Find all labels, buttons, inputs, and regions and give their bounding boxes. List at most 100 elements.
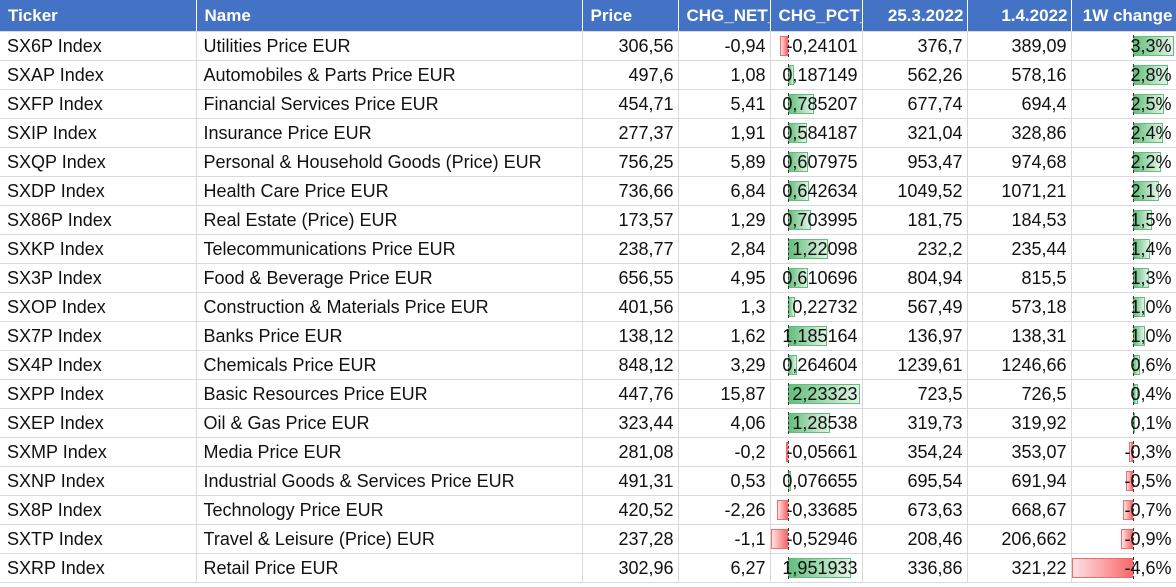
- header-price[interactable]: Price: [582, 0, 679, 32]
- cell-date-25-3[interactable]: 953,47: [862, 147, 968, 177]
- cell-date-1-4[interactable]: 206,662: [967, 524, 1072, 554]
- cell-date-25-3[interactable]: 376,7: [862, 31, 968, 61]
- cell-chg-net[interactable]: 1,29: [678, 205, 771, 235]
- cell-date-1-4[interactable]: 319,92: [967, 408, 1072, 438]
- cell-ticker[interactable]: SXPP Index: [0, 379, 197, 409]
- cell-price[interactable]: 277,37: [582, 118, 679, 148]
- cell-name[interactable]: Chemicals Price EUR: [196, 350, 583, 380]
- cell-name[interactable]: Automobiles & Parts Price EUR: [196, 60, 583, 90]
- cell-date-25-3[interactable]: 232,2: [862, 234, 968, 264]
- cell-name[interactable]: Construction & Materials Price EUR: [196, 292, 583, 322]
- cell-date-25-3[interactable]: 354,24: [862, 437, 968, 467]
- cell-price[interactable]: 302,96: [582, 553, 679, 583]
- cell-date-1-4[interactable]: 235,44: [967, 234, 1072, 264]
- cell-chg-net[interactable]: 0,53: [678, 466, 771, 496]
- cell-price[interactable]: 237,28: [582, 524, 679, 554]
- cell-price[interactable]: 306,56: [582, 31, 679, 61]
- cell-name[interactable]: Media Price EUR: [196, 437, 583, 467]
- cell-date-1-4[interactable]: 184,53: [967, 205, 1072, 235]
- cell-price[interactable]: 848,12: [582, 350, 679, 380]
- cell-price[interactable]: 173,57: [582, 205, 679, 235]
- cell-chg-net[interactable]: 6,27: [678, 553, 771, 583]
- cell-date-25-3[interactable]: 804,94: [862, 263, 968, 293]
- cell-name[interactable]: Industrial Goods & Services Price EUR: [196, 466, 583, 496]
- cell-ticker[interactable]: SXTP Index: [0, 524, 197, 554]
- cell-chg-pct[interactable]: 0,642634: [770, 176, 863, 206]
- cell-1w-change[interactable]: 1,3%: [1071, 263, 1176, 293]
- cell-ticker[interactable]: SX7P Index: [0, 321, 197, 351]
- cell-name[interactable]: Banks Price EUR: [196, 321, 583, 351]
- header-1w-change[interactable]: 1W change: [1071, 0, 1176, 32]
- cell-chg-pct[interactable]: 1,185164: [770, 321, 863, 351]
- cell-1w-change[interactable]: 0,1%: [1071, 408, 1176, 438]
- cell-ticker[interactable]: SXIP Index: [0, 118, 197, 148]
- cell-chg-net[interactable]: -0,94: [678, 31, 771, 61]
- cell-date-25-3[interactable]: 1049,52: [862, 176, 968, 206]
- cell-chg-pct[interactable]: 0,607975: [770, 147, 863, 177]
- cell-name[interactable]: Retail Price EUR: [196, 553, 583, 583]
- cell-price[interactable]: 420,52: [582, 495, 679, 525]
- cell-date-1-4[interactable]: 726,5: [967, 379, 1072, 409]
- cell-name[interactable]: Travel & Leisure (Price) EUR: [196, 524, 583, 554]
- cell-chg-pct[interactable]: -0,52946: [770, 524, 863, 554]
- header-ticker[interactable]: Ticker: [0, 0, 197, 32]
- cell-ticker[interactable]: SXOP Index: [0, 292, 197, 322]
- cell-price[interactable]: 238,77: [582, 234, 679, 264]
- cell-date-25-3[interactable]: 562,26: [862, 60, 968, 90]
- cell-name[interactable]: Financial Services Price EUR: [196, 89, 583, 119]
- cell-date-1-4[interactable]: 1071,21: [967, 176, 1072, 206]
- cell-chg-net[interactable]: 3,29: [678, 350, 771, 380]
- cell-1w-change[interactable]: 1,5%: [1071, 205, 1176, 235]
- cell-date-25-3[interactable]: 1239,61: [862, 350, 968, 380]
- cell-1w-change[interactable]: -0,9%: [1071, 524, 1176, 554]
- cell-1w-change[interactable]: 0,6%: [1071, 350, 1176, 380]
- cell-date-25-3[interactable]: 695,54: [862, 466, 968, 496]
- cell-1w-change[interactable]: 1,0%: [1071, 292, 1176, 322]
- cell-1w-change[interactable]: 2,2%: [1071, 147, 1176, 177]
- cell-1w-change[interactable]: -0,5%: [1071, 466, 1176, 496]
- cell-chg-pct[interactable]: 0,703995: [770, 205, 863, 235]
- cell-chg-net[interactable]: 2,84: [678, 234, 771, 264]
- cell-ticker[interactable]: SXDP Index: [0, 176, 197, 206]
- cell-name[interactable]: Insurance Price EUR: [196, 118, 583, 148]
- cell-chg-net[interactable]: 6,84: [678, 176, 771, 206]
- cell-date-25-3[interactable]: 136,97: [862, 321, 968, 351]
- cell-name[interactable]: Real Estate (Price) EUR: [196, 205, 583, 235]
- cell-1w-change[interactable]: 2,1%: [1071, 176, 1176, 206]
- cell-chg-net[interactable]: 1,3: [678, 292, 771, 322]
- cell-date-25-3[interactable]: 181,75: [862, 205, 968, 235]
- header-chg-pct[interactable]: CHG_PCT_: [770, 0, 863, 32]
- cell-price[interactable]: 323,44: [582, 408, 679, 438]
- cell-ticker[interactable]: SXMP Index: [0, 437, 197, 467]
- cell-date-1-4[interactable]: 353,07: [967, 437, 1072, 467]
- cell-date-1-4[interactable]: 389,09: [967, 31, 1072, 61]
- cell-chg-net[interactable]: 4,95: [678, 263, 771, 293]
- cell-chg-pct[interactable]: 2,23323: [770, 379, 863, 409]
- cell-price[interactable]: 138,12: [582, 321, 679, 351]
- cell-date-25-3[interactable]: 723,5: [862, 379, 968, 409]
- cell-chg-pct[interactable]: 0,076655: [770, 466, 863, 496]
- cell-chg-net[interactable]: -1,1: [678, 524, 771, 554]
- cell-date-25-3[interactable]: 673,63: [862, 495, 968, 525]
- cell-name[interactable]: Telecommunications Price EUR: [196, 234, 583, 264]
- cell-chg-pct[interactable]: 1,28538: [770, 408, 863, 438]
- cell-chg-net[interactable]: -2,26: [678, 495, 771, 525]
- cell-date-25-3[interactable]: 336,86: [862, 553, 968, 583]
- cell-date-25-3[interactable]: 321,04: [862, 118, 968, 148]
- header-chg-net[interactable]: CHG_NET_: [678, 0, 771, 32]
- cell-date-1-4[interactable]: 668,67: [967, 495, 1072, 525]
- cell-ticker[interactable]: SXRP Index: [0, 553, 197, 583]
- cell-date-1-4[interactable]: 328,86: [967, 118, 1072, 148]
- cell-date-1-4[interactable]: 138,31: [967, 321, 1072, 351]
- cell-1w-change[interactable]: 2,4%: [1071, 118, 1176, 148]
- cell-chg-pct[interactable]: 0,785207: [770, 89, 863, 119]
- cell-price[interactable]: 736,66: [582, 176, 679, 206]
- cell-1w-change[interactable]: -0,3%: [1071, 437, 1176, 467]
- cell-chg-pct[interactable]: 0,187149: [770, 60, 863, 90]
- cell-date-1-4[interactable]: 691,94: [967, 466, 1072, 496]
- cell-ticker[interactable]: SXAP Index: [0, 60, 197, 90]
- cell-1w-change[interactable]: 2,5%: [1071, 89, 1176, 119]
- cell-ticker[interactable]: SX4P Index: [0, 350, 197, 380]
- cell-chg-pct[interactable]: 1,951933: [770, 553, 863, 583]
- cell-ticker[interactable]: SX86P Index: [0, 205, 197, 235]
